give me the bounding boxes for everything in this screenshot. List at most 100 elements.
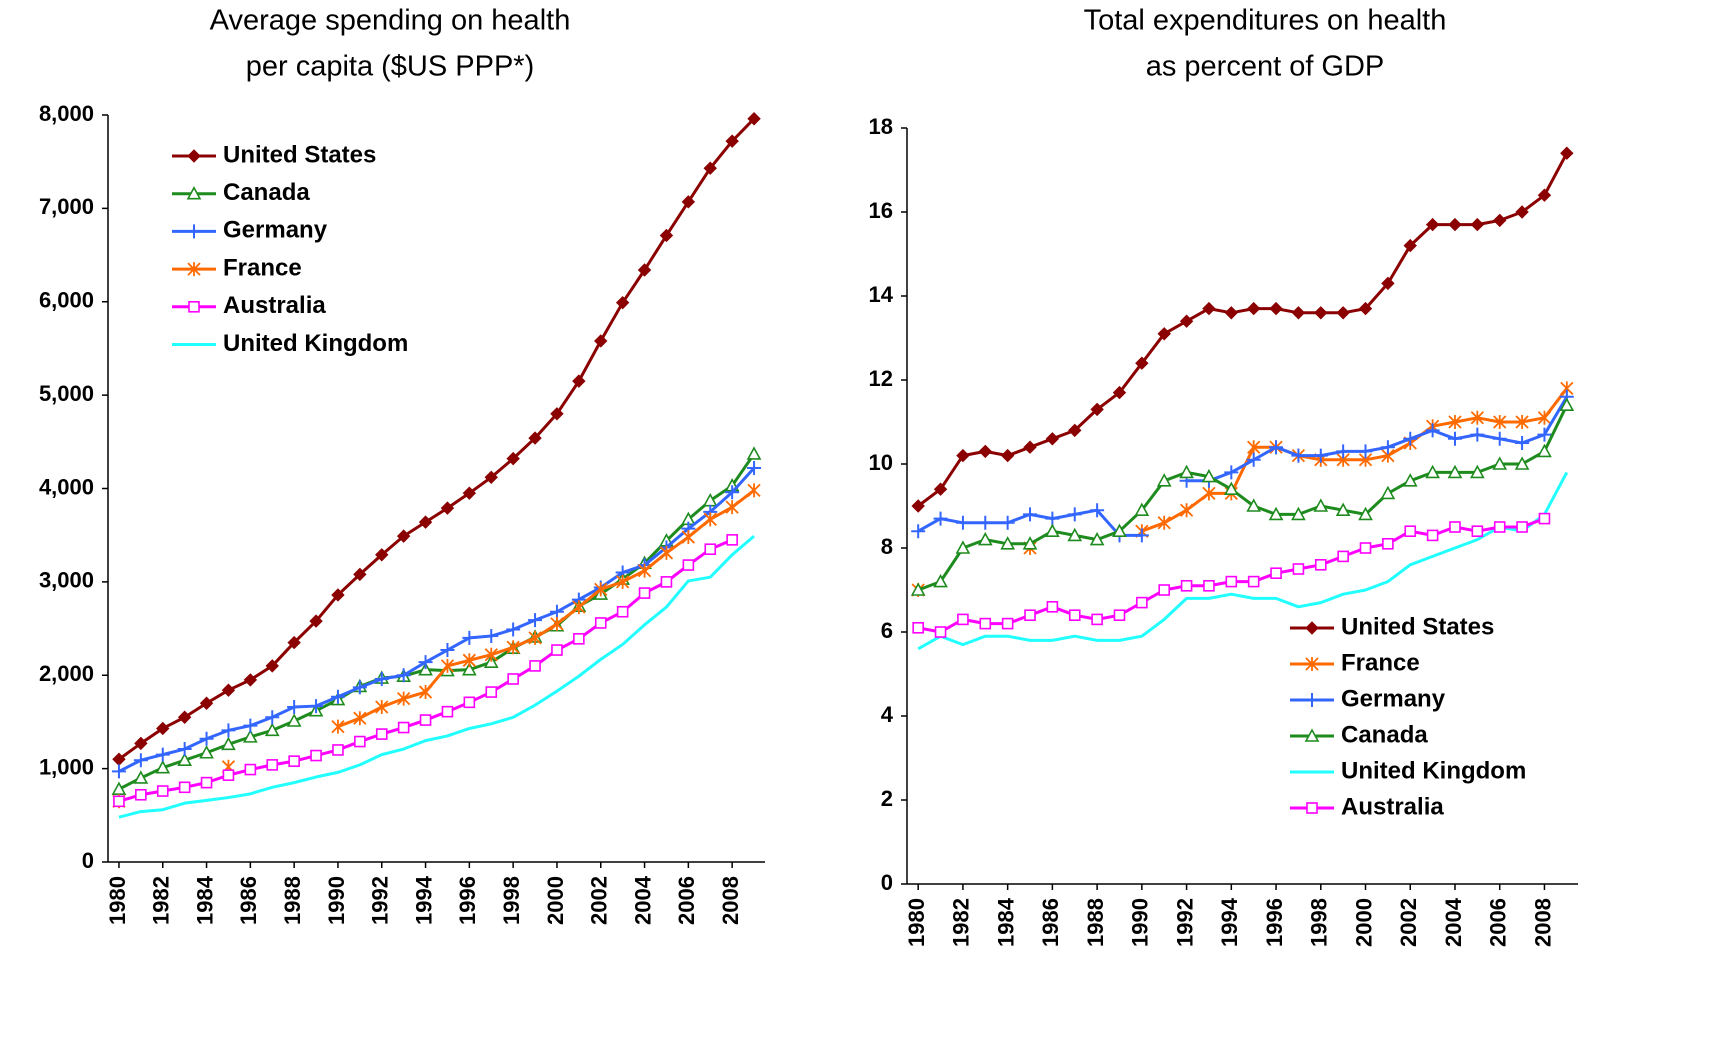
data-point xyxy=(1336,306,1350,320)
legend-label: France xyxy=(223,254,302,281)
data-point xyxy=(463,696,476,709)
series-line xyxy=(118,489,755,803)
data-point xyxy=(484,629,499,644)
legend-label: United Kingdom xyxy=(223,330,408,357)
data-point xyxy=(1022,536,1038,550)
y-tick-label: 8,000 xyxy=(39,101,94,126)
data-point xyxy=(331,588,345,602)
y-tick-label: 1,000 xyxy=(39,754,94,779)
legend-label: Germany xyxy=(1341,685,1446,712)
data-point xyxy=(288,755,300,767)
data-point xyxy=(331,719,345,734)
data-point xyxy=(594,334,608,348)
data-point xyxy=(244,763,257,776)
x-tick-label: 1986 xyxy=(236,876,261,925)
data-point xyxy=(1448,415,1462,429)
data-point xyxy=(910,582,926,596)
data-point xyxy=(747,460,762,475)
legend-label: United States xyxy=(1341,613,1494,640)
data-point xyxy=(1091,613,1103,626)
x-tick-label: 2006 xyxy=(674,876,699,925)
data-point xyxy=(1314,558,1327,571)
data-point xyxy=(1202,486,1216,501)
data-point xyxy=(978,515,993,530)
data-point xyxy=(1270,567,1282,580)
data-point xyxy=(243,718,258,733)
data-point xyxy=(1247,440,1261,455)
data-point xyxy=(1515,415,1529,429)
data-point xyxy=(310,749,322,762)
x-tick-label: 1984 xyxy=(192,875,217,925)
data-point xyxy=(638,587,651,599)
data-point xyxy=(440,501,455,515)
legend-marker xyxy=(186,186,202,200)
data-point xyxy=(1538,512,1551,525)
data-point xyxy=(353,567,367,582)
data-point xyxy=(1068,423,1082,438)
series-line xyxy=(118,534,756,819)
data-point xyxy=(911,499,925,513)
data-point xyxy=(1180,579,1193,592)
data-point xyxy=(1425,217,1440,232)
data-point xyxy=(1358,301,1373,316)
data-point xyxy=(1135,356,1149,370)
legend-marker xyxy=(1306,802,1318,814)
data-point xyxy=(1179,314,1194,328)
data-point xyxy=(1492,456,1508,470)
data-point xyxy=(725,500,739,515)
data-point xyxy=(221,736,236,751)
data-point xyxy=(396,529,411,543)
data-point xyxy=(419,714,432,726)
legend-marker xyxy=(187,149,201,163)
data-point xyxy=(1448,217,1462,232)
y-tick-label: 5,000 xyxy=(39,381,94,406)
data-point xyxy=(572,600,586,615)
data-point xyxy=(1470,427,1485,442)
data-point xyxy=(375,548,389,562)
data-point xyxy=(155,760,171,774)
data-point xyxy=(1404,525,1417,538)
legend-label: United Kingdom xyxy=(1341,757,1526,784)
data-point xyxy=(111,764,126,779)
data-point xyxy=(1537,443,1552,458)
x-tick-label: 1994 xyxy=(411,875,436,925)
data-point xyxy=(1134,502,1150,516)
data-point xyxy=(1157,327,1171,341)
data-point xyxy=(1023,440,1037,454)
data-point xyxy=(747,112,761,126)
data-point xyxy=(1024,609,1036,622)
data-point xyxy=(506,451,520,466)
data-point xyxy=(1292,563,1305,575)
y-tick-label: 3,000 xyxy=(39,568,94,593)
data-point xyxy=(660,576,673,588)
x-tick-label: 1992 xyxy=(368,876,393,925)
data-point xyxy=(933,573,948,588)
data-point xyxy=(1045,523,1060,537)
y-tick-label: 0 xyxy=(82,848,94,873)
data-point xyxy=(1336,444,1351,459)
data-point xyxy=(1045,511,1060,526)
data-point xyxy=(264,722,280,737)
data-point xyxy=(1225,575,1238,588)
data-point xyxy=(353,711,367,726)
data-point xyxy=(978,444,992,459)
data-point xyxy=(550,616,564,631)
data-point xyxy=(199,745,214,759)
legend-label: Australia xyxy=(1341,793,1444,820)
data-point xyxy=(1202,301,1216,316)
data-point xyxy=(222,769,235,781)
data-point xyxy=(1224,465,1239,480)
series-line xyxy=(917,152,1569,508)
x-tick-label: 2008 xyxy=(718,876,743,925)
data-point xyxy=(637,563,652,578)
legend-marker xyxy=(1305,657,1319,671)
data-point xyxy=(462,661,477,676)
data-point xyxy=(955,515,970,530)
data-point xyxy=(704,543,717,555)
data-point xyxy=(1113,609,1126,622)
y-tick-label: 16 xyxy=(869,198,893,223)
legend-label: France xyxy=(1341,649,1420,676)
data-point xyxy=(1560,146,1574,160)
data-point xyxy=(1089,531,1105,546)
